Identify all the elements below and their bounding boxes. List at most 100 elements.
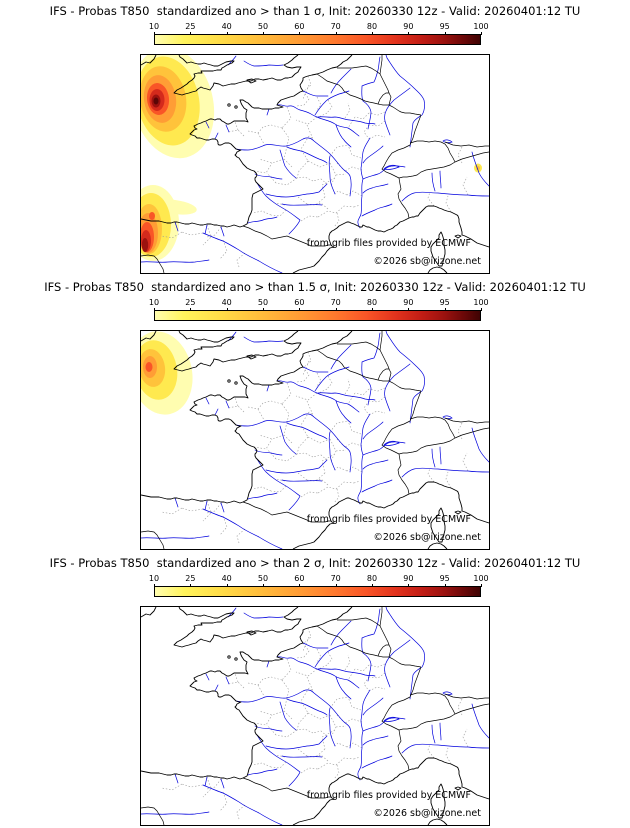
river-seine xyxy=(276,104,360,137)
river-adige xyxy=(471,151,489,187)
colorbar-tick-label: 80 xyxy=(366,574,378,583)
river-ticino xyxy=(431,448,436,468)
river-rhine xyxy=(385,55,425,148)
river-saone xyxy=(360,137,371,180)
lake-geneva xyxy=(383,440,400,446)
coastline-mediterranean-italy xyxy=(292,481,489,549)
rivers-spain-north xyxy=(174,497,225,513)
border-netherlands-germany xyxy=(379,331,383,351)
colorbar-gradient xyxy=(154,586,481,597)
credit-ecmwf: from grib files provided by ECMWF xyxy=(306,790,471,801)
colorbar-tick-label: 10 xyxy=(148,298,160,307)
coastline-france-atlantic xyxy=(189,331,353,503)
border-switzerland-north xyxy=(409,140,456,163)
colorbar-tick-label: 25 xyxy=(185,574,196,583)
colorbar-tick-mark xyxy=(372,32,373,35)
border-switzerland-north xyxy=(409,692,456,715)
river-rhine xyxy=(385,331,425,424)
isle-of-wight xyxy=(246,630,257,636)
credit-ecmwf: from grib files provided by ECMWF xyxy=(306,514,471,525)
river-loire xyxy=(235,689,352,749)
river-seine xyxy=(276,380,360,413)
river-thames xyxy=(243,60,284,67)
panel-title: IFS - Probas T850 standardized ano > tha… xyxy=(44,280,586,294)
colorbar-tick-label: 70 xyxy=(330,574,341,583)
river-meuse xyxy=(361,332,381,406)
rivers-brittany xyxy=(205,384,270,416)
channel-island-jersey xyxy=(234,657,238,661)
river-thames xyxy=(243,612,284,619)
channel-island-guernsey xyxy=(227,103,231,107)
lake-constance xyxy=(442,139,453,144)
rivers-spain-north xyxy=(174,221,225,237)
probability-contours xyxy=(141,331,193,415)
border-switzerland-italy xyxy=(398,437,456,455)
river-garonne xyxy=(256,182,301,235)
river-duero xyxy=(141,811,210,815)
department-borders xyxy=(161,351,469,544)
border-belgium-netherlands xyxy=(337,617,390,646)
river-adige xyxy=(471,427,489,463)
department-borders-south xyxy=(252,728,363,780)
colorbar-tick-label: 10 xyxy=(148,574,160,583)
colorbar-ticks: 10 25 40 50 60 70 80 90 95 100 xyxy=(149,574,489,587)
colorbar-tick-mark xyxy=(408,584,410,587)
colorbar-tick-label: 40 xyxy=(221,22,232,31)
colorbar-tick-mark xyxy=(299,32,301,35)
river-yonne xyxy=(335,400,352,424)
colorbar-tick-mark xyxy=(372,308,373,311)
river-po xyxy=(401,743,489,754)
border-switzerland-italy xyxy=(398,161,456,179)
coastline-france-atlantic xyxy=(189,607,353,779)
colorbar-tick-label: 50 xyxy=(257,298,269,307)
colorbar-tick-label: 40 xyxy=(221,298,232,307)
colorbar-tick-mark xyxy=(263,584,264,587)
rivers-brittany xyxy=(205,660,270,692)
border-spain-portugal xyxy=(141,254,165,273)
river-adour xyxy=(247,492,278,500)
credit-copyright: ©2026 sb@irizone.net xyxy=(373,808,481,819)
border-germany-austria xyxy=(444,693,489,700)
department-borders-north xyxy=(227,351,386,423)
river-marne xyxy=(317,668,376,677)
colorbar-tick-mark xyxy=(444,308,446,311)
map-sigma-1: from grib files provided by ECMWF ©2026 … xyxy=(140,54,490,274)
department-borders-south xyxy=(252,176,363,228)
region-borders-italy xyxy=(427,146,469,213)
river-allier xyxy=(328,707,336,747)
river-vienne xyxy=(279,149,297,179)
river-oise xyxy=(314,642,350,668)
river-duero xyxy=(141,259,210,263)
river-cher xyxy=(286,698,328,716)
coastline-ireland xyxy=(141,607,157,618)
panel-title: IFS - Probas T850 standardized ano > tha… xyxy=(49,4,581,18)
colorbar-tick-label: 60 xyxy=(294,298,305,307)
border-italy-austria xyxy=(454,703,489,715)
coastline-sardinia xyxy=(427,542,448,549)
colorbar-tick-mark xyxy=(226,584,228,587)
river-rhine xyxy=(385,607,425,700)
colorbar-tick-mark xyxy=(299,308,301,311)
colorbar-tick-mark xyxy=(408,308,410,311)
coastline-england-wales xyxy=(173,55,302,96)
river-loire xyxy=(235,413,352,473)
border-belgium-netherlands xyxy=(337,341,390,370)
colorbar-tick-mark xyxy=(372,584,373,587)
probability-contour xyxy=(145,362,153,372)
border-france-switzerland xyxy=(381,144,411,179)
region-borders-italy xyxy=(427,698,469,765)
colorbar: 10 25 40 50 60 70 80 90 95 100 xyxy=(149,22,489,45)
colorbar-tick-mark xyxy=(226,308,228,311)
colorbar-tick-label: 60 xyxy=(294,22,305,31)
colorbar-tick-mark xyxy=(190,32,192,35)
coastline-england-wales xyxy=(173,607,302,648)
river-durance xyxy=(361,755,393,769)
river-po xyxy=(401,467,489,478)
border-rhine xyxy=(409,114,422,146)
panel-sigma-1-5: IFS - Probas T850 standardized ano > tha… xyxy=(0,276,630,552)
coastline-mediterranean-italy xyxy=(292,757,489,825)
colorbar-tick-mark xyxy=(481,584,482,587)
border-switzerland-italy xyxy=(398,713,456,731)
river-saone xyxy=(360,689,371,732)
colorbar-tick-label: 10 xyxy=(148,22,160,31)
